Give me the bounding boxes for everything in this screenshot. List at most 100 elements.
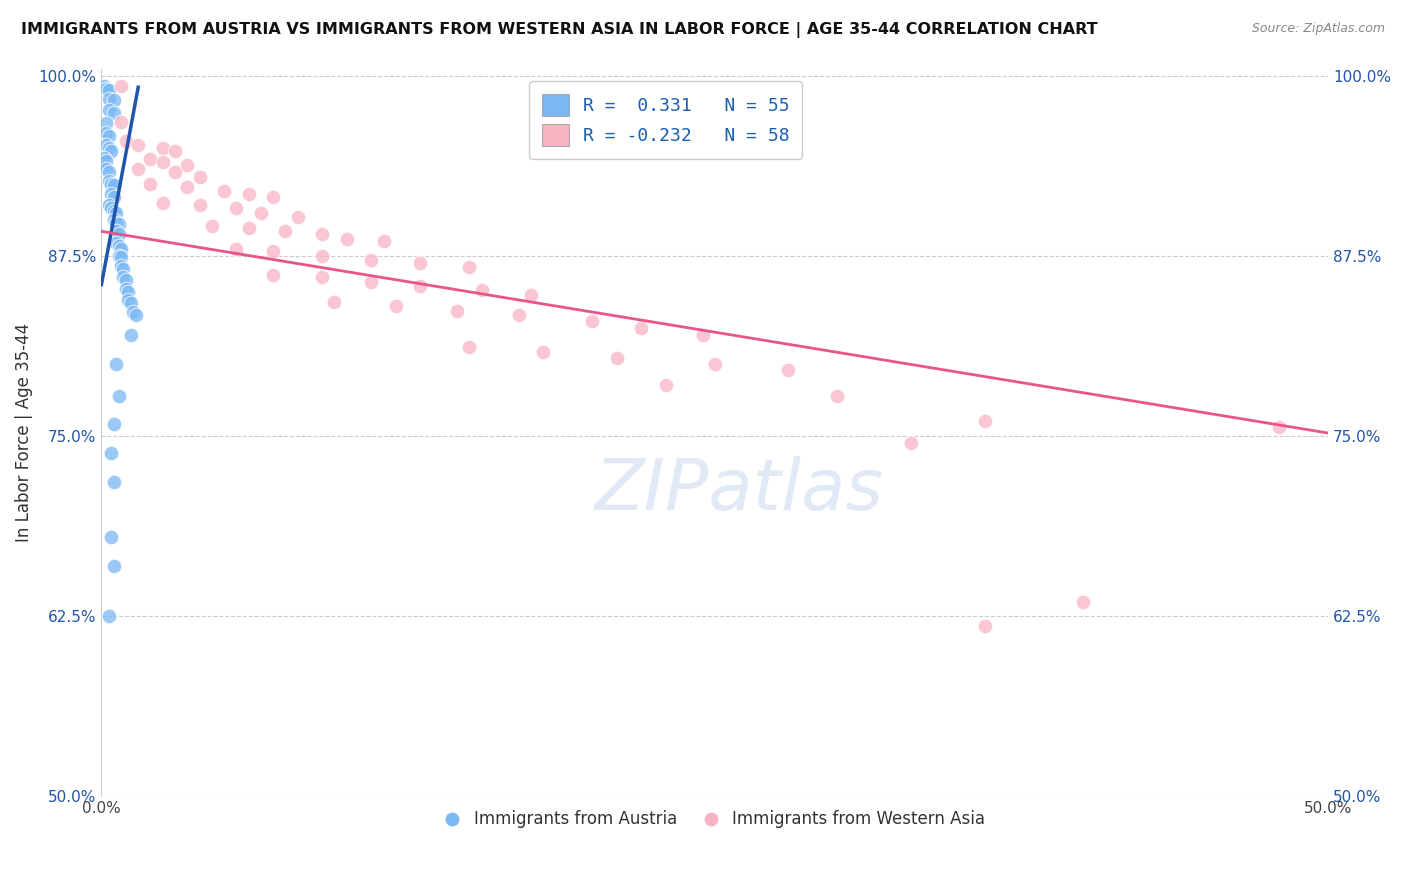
Point <box>110 115 132 129</box>
Point <box>103 204 125 219</box>
Point <box>250 205 273 219</box>
Point <box>105 205 128 219</box>
Point <box>103 106 125 120</box>
Point <box>201 219 224 233</box>
Point <box>110 250 132 264</box>
Point <box>100 530 122 544</box>
Point <box>531 345 554 359</box>
Point <box>97 92 120 106</box>
Point <box>225 201 247 215</box>
Point <box>97 198 120 212</box>
Point <box>152 155 174 169</box>
Point <box>262 244 284 259</box>
Point <box>97 83 120 97</box>
Point <box>238 221 260 235</box>
Point <box>115 282 138 296</box>
Point <box>409 256 432 270</box>
Point <box>127 162 149 177</box>
Point <box>778 362 800 376</box>
Point <box>103 475 125 489</box>
Point <box>360 275 382 289</box>
Point <box>654 378 676 392</box>
Point <box>97 609 120 624</box>
Point <box>100 186 122 201</box>
Text: ZIPatlas: ZIPatlas <box>595 456 884 525</box>
Point <box>827 388 849 402</box>
Point <box>107 238 129 252</box>
Point <box>97 174 120 188</box>
Point <box>520 287 543 301</box>
Point <box>274 224 297 238</box>
Text: Source: ZipAtlas.com: Source: ZipAtlas.com <box>1251 22 1385 36</box>
Point <box>176 179 198 194</box>
Point <box>96 137 118 152</box>
Point <box>262 190 284 204</box>
Point <box>152 141 174 155</box>
Point <box>105 216 128 230</box>
Point <box>103 178 125 193</box>
Point <box>630 321 652 335</box>
Point <box>360 253 382 268</box>
Point <box>973 415 995 429</box>
Point <box>1071 594 1094 608</box>
Point <box>262 268 284 282</box>
Point <box>107 388 129 402</box>
Point <box>163 144 186 158</box>
Point <box>96 81 118 95</box>
Point <box>188 198 211 212</box>
Point <box>446 303 468 318</box>
Point <box>176 158 198 172</box>
Point <box>100 177 122 191</box>
Point <box>311 249 333 263</box>
Point <box>1268 420 1291 434</box>
Point <box>458 260 481 275</box>
Point <box>103 190 125 204</box>
Point <box>107 249 129 263</box>
Point <box>93 151 115 165</box>
Point <box>100 446 122 460</box>
Y-axis label: In Labor Force | Age 35-44: In Labor Force | Age 35-44 <box>15 323 32 541</box>
Point <box>900 436 922 450</box>
Point <box>120 328 142 343</box>
Point <box>105 224 128 238</box>
Point <box>188 169 211 184</box>
Point <box>311 227 333 242</box>
Point <box>139 177 162 191</box>
Point <box>508 308 530 322</box>
Point <box>96 126 118 140</box>
Point <box>96 162 118 177</box>
Point <box>103 93 125 107</box>
Point <box>97 165 120 179</box>
Point <box>110 259 132 273</box>
Point <box>112 261 135 276</box>
Point <box>139 153 162 167</box>
Point <box>100 201 122 215</box>
Point <box>336 231 359 245</box>
Point <box>112 270 135 285</box>
Point <box>471 284 494 298</box>
Point <box>373 235 395 249</box>
Point <box>409 279 432 293</box>
Point <box>238 186 260 201</box>
Point <box>225 242 247 256</box>
Point <box>103 212 125 227</box>
Point <box>606 351 628 365</box>
Point <box>115 273 138 287</box>
Point <box>96 116 118 130</box>
Point <box>110 78 132 93</box>
Point <box>163 165 186 179</box>
Legend: Immigrants from Austria, Immigrants from Western Asia: Immigrants from Austria, Immigrants from… <box>437 804 993 835</box>
Point <box>107 217 129 231</box>
Point <box>311 270 333 285</box>
Point <box>692 328 714 343</box>
Point <box>703 357 725 371</box>
Point <box>122 305 145 319</box>
Point <box>105 235 128 250</box>
Point <box>97 141 120 155</box>
Point <box>107 227 129 242</box>
Point <box>323 294 346 309</box>
Point <box>385 299 408 313</box>
Point <box>115 134 138 148</box>
Point <box>287 210 309 224</box>
Point <box>125 308 148 322</box>
